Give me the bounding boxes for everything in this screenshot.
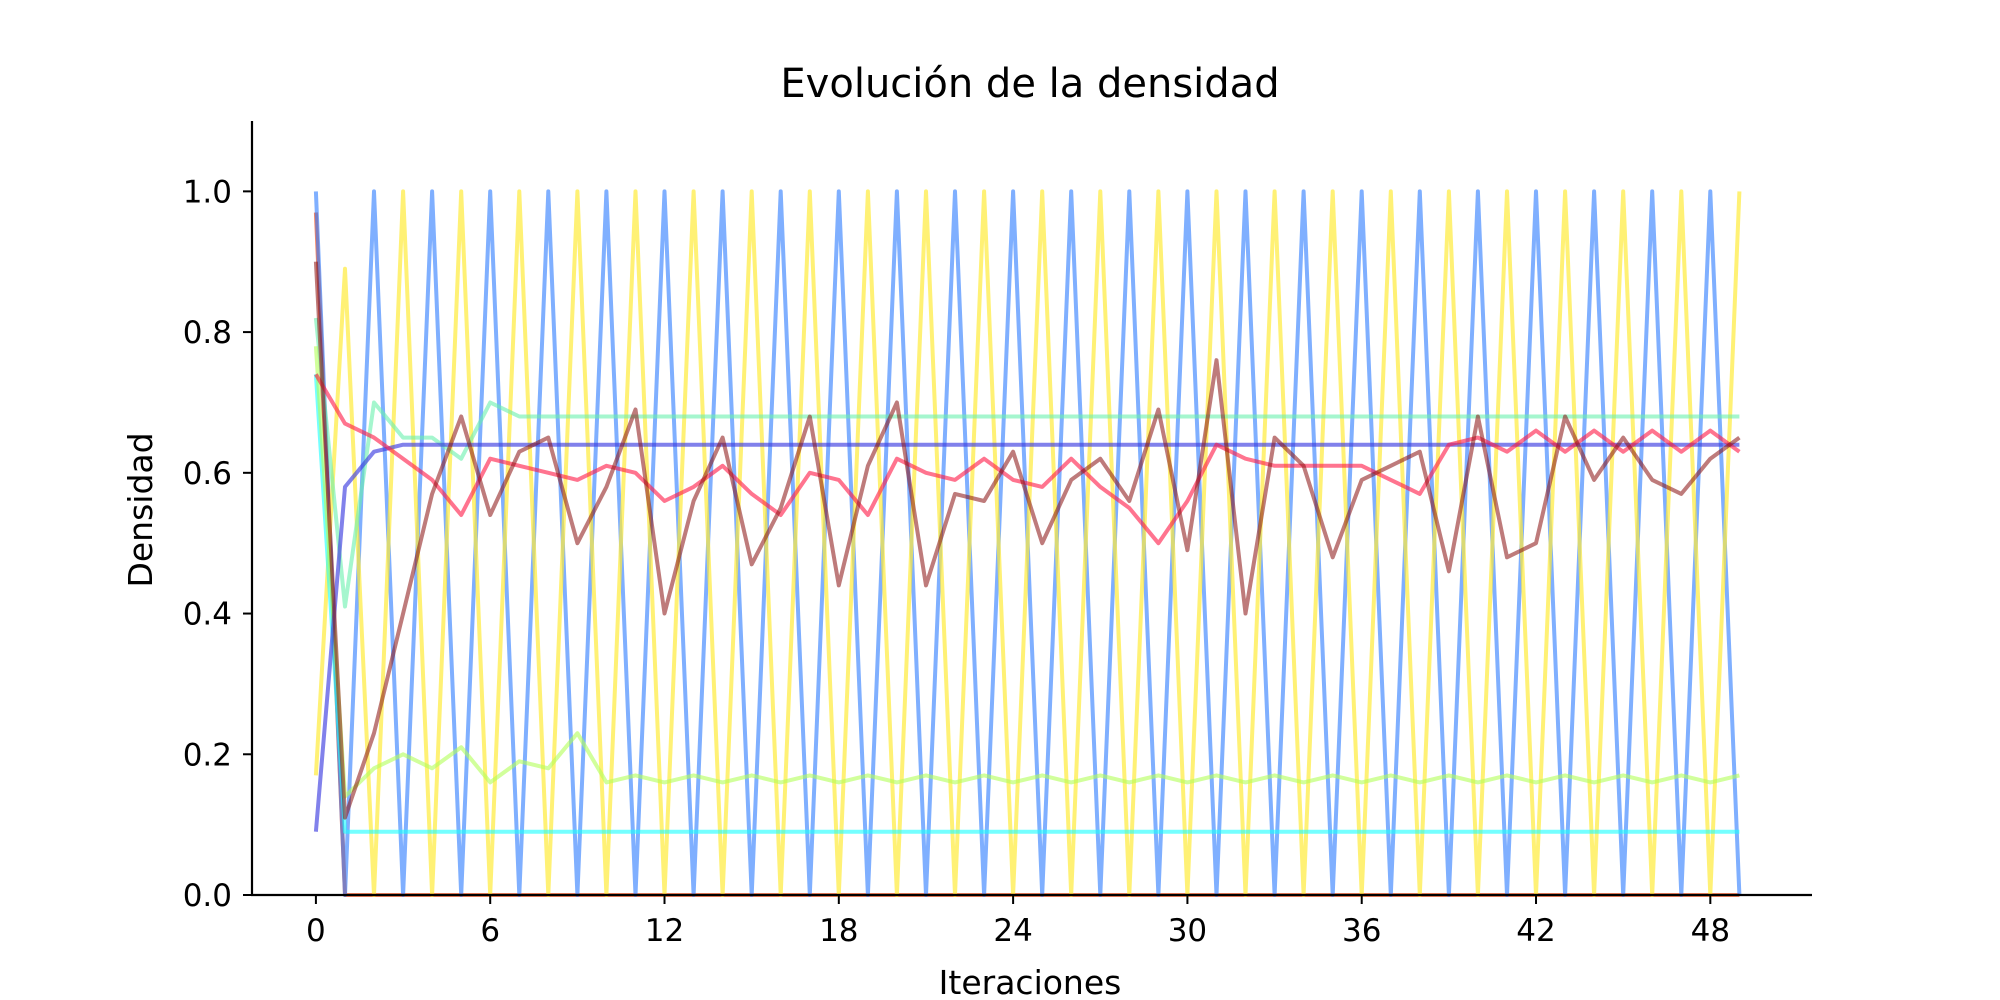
x-tick-label: 42: [1516, 913, 1555, 949]
y-tick-label: 0.2: [183, 737, 232, 773]
x-tick-label: 24: [993, 913, 1032, 949]
x-tick-label: 6: [480, 913, 500, 949]
series-line-5: [313, 317, 1740, 609]
y-axis-ticks: 0.0 0.2 0.4 0.6 0.8 1.0: [183, 174, 252, 914]
x-axis-ticks: 0 6 12 18 24 30 36 42 48: [306, 895, 1730, 949]
series-line-7: [313, 442, 1740, 832]
x-tick-label: 30: [1168, 913, 1207, 949]
x-axis-label: Iteraciones: [939, 963, 1122, 1000]
y-tick-label: 1.0: [183, 174, 232, 210]
y-tick-label: 0.0: [183, 878, 232, 914]
x-tick-label: 36: [1342, 913, 1381, 949]
x-tick-label: 18: [819, 913, 858, 949]
series-line-4: [313, 374, 1740, 834]
plot-area: [313, 189, 1742, 897]
y-axis-label: Densidad: [121, 432, 160, 587]
series-line-3: [313, 189, 1742, 897]
y-tick-label: 0.4: [183, 597, 232, 633]
y-tick-label: 0.6: [183, 456, 232, 492]
series-line-9: [313, 261, 1741, 820]
series-line-8: [314, 373, 1741, 546]
x-tick-label: 0: [306, 913, 326, 949]
x-tick-label: 12: [645, 913, 684, 949]
chart-title: Evolución de la densidad: [780, 61, 1279, 107]
series-line-6: [313, 346, 1740, 799]
y-tick-label: 0.8: [183, 315, 232, 351]
x-tick-label: 48: [1691, 913, 1730, 949]
